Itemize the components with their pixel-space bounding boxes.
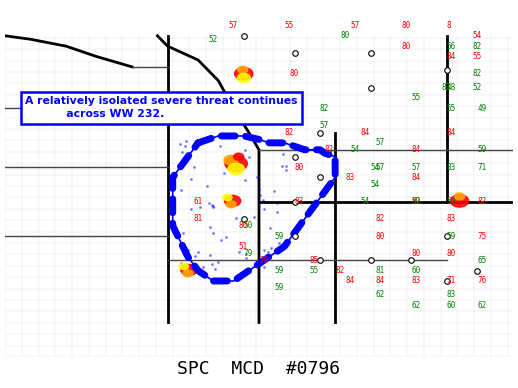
- Circle shape: [183, 270, 193, 277]
- Text: 83: 83: [295, 197, 304, 206]
- Text: 82: 82: [477, 197, 486, 206]
- Text: 49: 49: [477, 104, 486, 113]
- Text: 62: 62: [411, 301, 421, 310]
- Text: A relatively isolated severe threat continues
           across WW 232.: A relatively isolated severe threat cont…: [25, 96, 298, 120]
- Text: 83: 83: [442, 83, 451, 92]
- Text: 82: 82: [472, 69, 481, 78]
- Text: 84: 84: [447, 128, 456, 137]
- Text: 54: 54: [295, 111, 304, 120]
- Text: 71: 71: [447, 277, 456, 286]
- Circle shape: [181, 264, 197, 275]
- Text: 55: 55: [447, 104, 456, 113]
- Text: 82: 82: [325, 145, 334, 154]
- Text: 84: 84: [376, 277, 385, 286]
- Text: 54: 54: [371, 163, 380, 171]
- Text: 83: 83: [447, 214, 456, 223]
- Text: 80: 80: [376, 232, 385, 241]
- Text: 54: 54: [361, 197, 370, 206]
- Text: 84: 84: [346, 277, 354, 286]
- Text: 59: 59: [447, 197, 456, 206]
- FancyBboxPatch shape: [5, 357, 513, 388]
- Text: SPC  MCD  #0796: SPC MCD #0796: [178, 360, 340, 378]
- Text: 85: 85: [310, 256, 319, 265]
- Text: 80: 80: [290, 69, 299, 78]
- Text: 82: 82: [411, 197, 421, 206]
- Circle shape: [224, 195, 241, 206]
- Text: 82: 82: [335, 266, 344, 275]
- Text: 80: 80: [340, 31, 350, 40]
- Circle shape: [223, 194, 232, 201]
- Circle shape: [235, 68, 253, 80]
- Text: 55: 55: [310, 266, 319, 275]
- Text: 75: 75: [477, 232, 486, 241]
- Text: 55: 55: [411, 94, 421, 102]
- Text: 84: 84: [361, 128, 370, 137]
- Text: 48: 48: [447, 83, 456, 92]
- Text: 81: 81: [376, 266, 385, 275]
- Circle shape: [226, 201, 236, 208]
- Text: 82: 82: [376, 214, 385, 223]
- Text: 84: 84: [447, 52, 456, 61]
- Text: 57: 57: [411, 163, 421, 171]
- Text: 54: 54: [472, 31, 481, 40]
- Text: 59: 59: [477, 145, 486, 154]
- Text: 57: 57: [376, 163, 385, 171]
- Circle shape: [179, 263, 189, 270]
- Text: 62: 62: [477, 301, 486, 310]
- Text: 51: 51: [239, 242, 248, 251]
- Text: 81: 81: [193, 214, 202, 223]
- Text: 83: 83: [346, 173, 354, 182]
- Text: 8: 8: [447, 21, 452, 30]
- Text: 59: 59: [411, 197, 421, 206]
- Text: 54: 54: [350, 145, 359, 154]
- Text: 52: 52: [208, 35, 218, 44]
- Text: 57: 57: [228, 21, 238, 30]
- Text: 59: 59: [274, 232, 283, 241]
- Text: 59: 59: [274, 266, 283, 275]
- Text: 82: 82: [284, 128, 294, 137]
- Text: 57: 57: [320, 121, 329, 130]
- Text: 60: 60: [447, 301, 456, 310]
- Text: 65: 65: [477, 256, 486, 265]
- Circle shape: [234, 153, 244, 160]
- Text: 62: 62: [376, 290, 385, 299]
- Text: 55: 55: [284, 21, 294, 30]
- Text: 55: 55: [472, 52, 481, 61]
- Text: 61: 61: [193, 197, 202, 206]
- Text: 59: 59: [274, 283, 283, 293]
- Circle shape: [225, 156, 247, 171]
- Text: 80: 80: [411, 249, 421, 258]
- Circle shape: [238, 66, 248, 73]
- Text: 56: 56: [447, 42, 456, 51]
- Text: 52: 52: [472, 83, 481, 92]
- Text: 80: 80: [295, 163, 304, 171]
- Text: 84: 84: [411, 173, 421, 182]
- Text: 57: 57: [350, 21, 359, 30]
- Text: 57: 57: [376, 139, 385, 147]
- Text: 83: 83: [447, 290, 456, 299]
- Text: 50: 50: [244, 221, 253, 230]
- Text: 60: 60: [411, 266, 421, 275]
- Text: 71: 71: [477, 163, 486, 171]
- Text: 79: 79: [259, 256, 268, 265]
- Text: 59: 59: [447, 232, 456, 241]
- Text: 80: 80: [401, 21, 410, 30]
- Circle shape: [224, 155, 238, 165]
- Text: 82: 82: [320, 104, 329, 113]
- Text: 76: 76: [477, 277, 486, 286]
- Circle shape: [450, 195, 469, 207]
- Circle shape: [237, 73, 250, 82]
- Text: 82: 82: [472, 42, 481, 51]
- Text: 54: 54: [371, 180, 380, 189]
- Text: 83: 83: [447, 163, 456, 171]
- Text: 79: 79: [244, 249, 253, 258]
- Text: 54: 54: [284, 94, 294, 102]
- Text: 84: 84: [411, 145, 421, 154]
- Text: 80: 80: [239, 221, 248, 230]
- Text: 80: 80: [447, 249, 456, 258]
- Circle shape: [228, 163, 244, 174]
- Text: 80: 80: [401, 42, 410, 51]
- Text: 83: 83: [411, 277, 421, 286]
- Circle shape: [454, 193, 465, 200]
